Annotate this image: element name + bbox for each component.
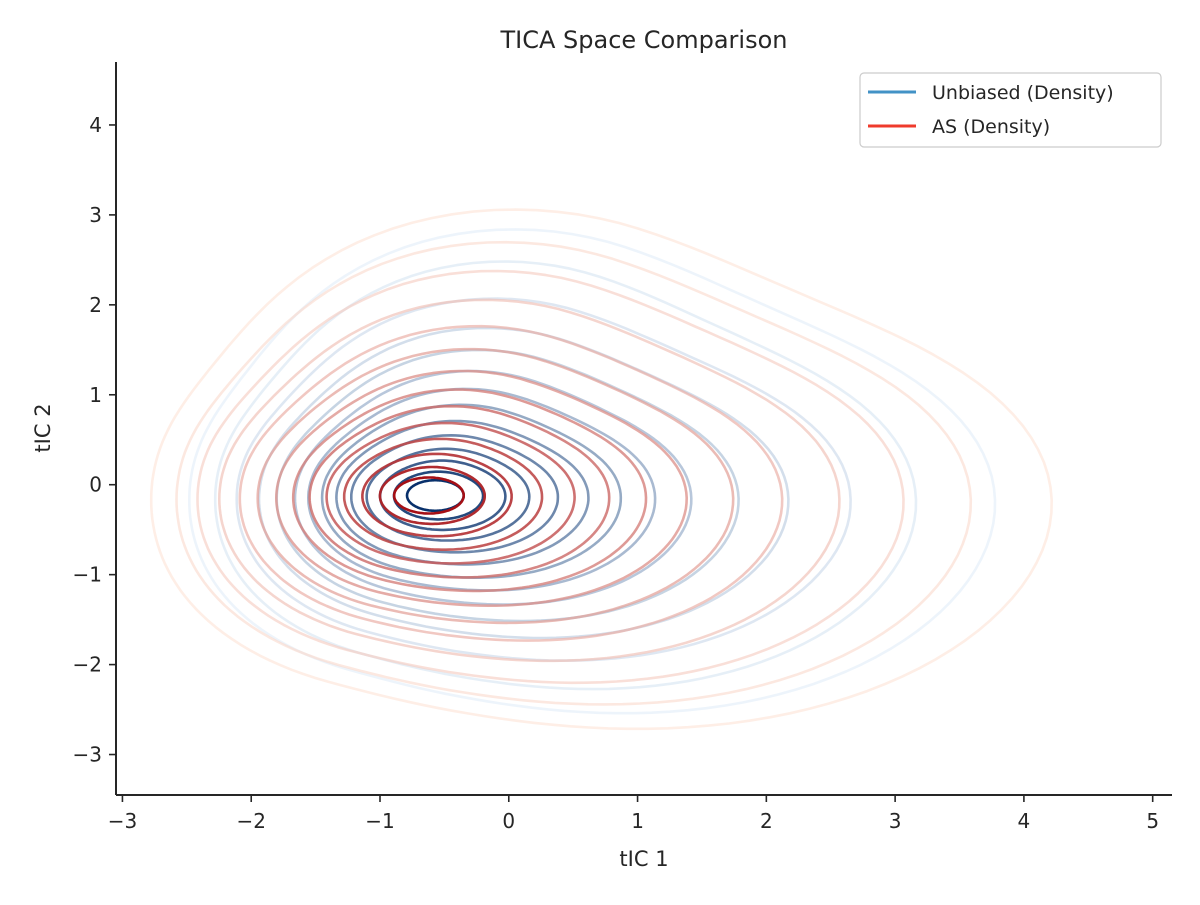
contour-unbiased-level-9 xyxy=(350,434,560,554)
x-tick-label: 2 xyxy=(760,809,773,833)
contour-unbiased-level-8 xyxy=(335,419,590,566)
y-tick-label: 2 xyxy=(89,293,102,317)
x-tick-label: −1 xyxy=(365,809,394,833)
y-axis-label: tIC 2 xyxy=(31,403,55,452)
contour-unbiased-level-1 xyxy=(213,260,918,691)
contour-as-level-12 xyxy=(378,465,486,526)
legend-box xyxy=(859,72,1162,148)
contour-as-level-0 xyxy=(149,208,1053,731)
contour-as-level-4 xyxy=(238,324,784,642)
x-tick-label: −2 xyxy=(236,809,265,833)
y-tick-label: −1 xyxy=(73,563,102,587)
y-tick-label: 0 xyxy=(89,473,102,497)
contour-as-level-1 xyxy=(175,240,973,706)
x-tick-label: 4 xyxy=(1018,809,1031,833)
contour-unbiased-level-6 xyxy=(307,387,657,592)
tick-layer: −3 −2 −1 0 1 2 3 4 5 −3 −2 −1 0 1 2 3 4 xyxy=(73,113,1160,833)
chart-title: TICA Space Comparison xyxy=(499,26,787,54)
y-tick-label: −2 xyxy=(73,653,102,677)
contour-as-level-10 xyxy=(342,437,544,551)
contour-as-level-8 xyxy=(308,404,611,579)
x-tick-label: 0 xyxy=(502,809,515,833)
contour-as-level-7 xyxy=(291,388,648,593)
contour-as-level-11 xyxy=(361,452,513,538)
y-tick-label: 4 xyxy=(89,113,102,137)
contour-unbiased-level-0 xyxy=(188,228,997,715)
contour-unbiased-level-2 xyxy=(235,297,852,662)
legend: Unbiased (Density) AS (Density) xyxy=(859,72,1162,148)
contour-as-level-3 xyxy=(218,298,841,663)
x-tick-label: −3 xyxy=(108,809,137,833)
y-tick-label: 1 xyxy=(89,383,102,407)
legend-label-unbiased: Unbiased (Density) xyxy=(932,82,1114,104)
contour-unbiased-level-10 xyxy=(365,447,531,542)
contour-as-level-6 xyxy=(275,369,688,607)
y-tick-label: 3 xyxy=(89,203,102,227)
contour-as-level-2 xyxy=(196,269,905,685)
axes xyxy=(115,62,1172,796)
contour-as-level-13 xyxy=(392,476,465,515)
x-tick-label: 3 xyxy=(889,809,902,833)
y-tick-label: −3 xyxy=(73,743,102,767)
contour-unbiased-level-7 xyxy=(320,403,623,579)
contour-as-level-5 xyxy=(256,347,735,625)
contour-layer xyxy=(149,208,1053,731)
x-tick-label: 5 xyxy=(1146,809,1159,833)
legend-label-as: AS (Density) xyxy=(932,116,1050,138)
contour-as-level-9 xyxy=(325,421,576,565)
x-axis-label: tIC 1 xyxy=(619,847,668,871)
x-tick-label: 1 xyxy=(631,809,644,833)
